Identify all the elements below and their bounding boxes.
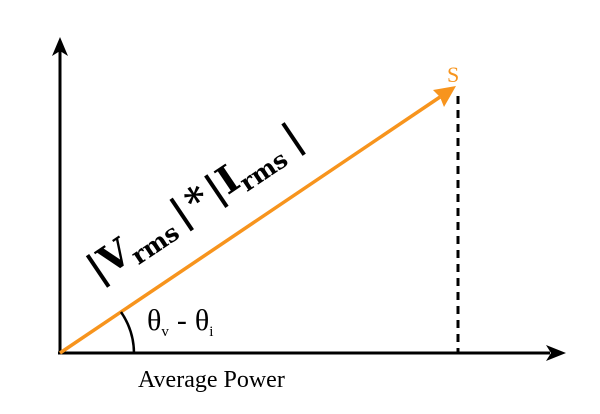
minus-sign: - <box>177 304 187 337</box>
theta-i: θ <box>195 304 209 337</box>
hypotenuse-label: |Vrms|*|Irms| <box>78 114 313 295</box>
angle-label: θv - θi <box>147 304 213 340</box>
vector-arrowhead <box>433 86 456 107</box>
y-axis-arrowhead <box>52 37 68 56</box>
theta-v-sub: v <box>161 324 169 340</box>
x-axis <box>58 345 566 361</box>
point-s-label: S <box>447 62 459 87</box>
theta-v: θ <box>147 304 161 337</box>
apparent-power-vector <box>59 86 456 355</box>
x-axis-arrowhead <box>546 345 566 361</box>
y-axis <box>52 37 68 353</box>
angle-arc <box>119 311 136 354</box>
svg-text:|Vrms|*|Irms|: |Vrms|*|Irms| <box>78 114 313 295</box>
x-axis-label: Average Power <box>138 367 285 393</box>
theta-i-sub: i <box>209 324 213 340</box>
